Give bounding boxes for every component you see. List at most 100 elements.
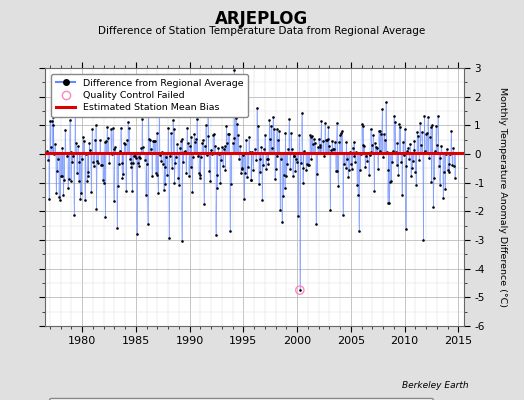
Point xyxy=(351,158,359,165)
Point xyxy=(84,169,93,175)
Point xyxy=(360,143,368,150)
Point xyxy=(366,152,374,158)
Point xyxy=(307,156,315,162)
Point xyxy=(170,179,179,186)
Point xyxy=(374,165,382,172)
Point xyxy=(187,164,195,170)
Point xyxy=(91,136,99,143)
Point xyxy=(95,150,103,156)
Point xyxy=(131,153,139,160)
Point xyxy=(159,161,167,167)
Point xyxy=(245,134,253,140)
Point xyxy=(324,124,333,130)
Point xyxy=(211,232,220,238)
Point xyxy=(407,173,415,179)
Point xyxy=(370,187,378,194)
Point xyxy=(439,194,447,201)
Point xyxy=(103,124,112,130)
Point xyxy=(237,164,246,171)
Point xyxy=(243,174,251,181)
Point xyxy=(267,122,275,129)
Point xyxy=(435,181,444,188)
Point xyxy=(366,126,375,132)
Point xyxy=(296,287,304,293)
Point xyxy=(121,141,129,147)
Point xyxy=(357,121,366,128)
Point xyxy=(270,126,278,132)
Point xyxy=(352,149,361,156)
Point xyxy=(227,180,235,187)
Point xyxy=(329,146,337,152)
Point xyxy=(129,160,137,166)
Point xyxy=(245,149,254,155)
Point xyxy=(155,100,163,107)
Point xyxy=(81,197,89,204)
Point xyxy=(255,156,264,162)
Point xyxy=(72,139,80,146)
Point xyxy=(166,153,174,160)
Point xyxy=(138,116,146,122)
Point xyxy=(316,142,324,148)
Point xyxy=(424,155,433,161)
Text: Difference of Station Temperature Data from Regional Average: Difference of Station Temperature Data f… xyxy=(99,26,425,36)
Point xyxy=(363,158,371,164)
Point xyxy=(114,183,122,190)
Point xyxy=(264,160,272,167)
Point xyxy=(231,113,239,119)
Point xyxy=(181,148,189,155)
Point xyxy=(379,154,387,160)
Point xyxy=(411,168,420,175)
Point xyxy=(328,138,336,144)
Point xyxy=(196,172,204,178)
Point xyxy=(225,130,233,137)
Point xyxy=(260,146,268,152)
Point xyxy=(233,121,242,128)
Point xyxy=(286,166,294,172)
Point xyxy=(104,135,112,141)
Point xyxy=(168,165,176,172)
Point xyxy=(208,151,216,157)
Point xyxy=(356,151,365,157)
Point xyxy=(61,127,69,133)
Point xyxy=(402,162,411,169)
Point xyxy=(134,154,143,160)
Point xyxy=(44,157,52,164)
Point xyxy=(279,193,287,200)
Point xyxy=(92,206,101,212)
Point xyxy=(277,156,285,162)
Point xyxy=(120,140,128,146)
Point xyxy=(375,128,383,134)
Point xyxy=(63,153,71,159)
Point xyxy=(130,152,138,159)
Point xyxy=(304,162,312,168)
Point xyxy=(346,149,354,155)
Point xyxy=(145,136,154,142)
Point xyxy=(184,140,192,146)
Point xyxy=(123,136,131,143)
Point xyxy=(400,126,409,132)
Point xyxy=(67,149,75,156)
Point xyxy=(396,124,405,130)
Point xyxy=(340,161,348,168)
Point xyxy=(91,122,100,128)
Point xyxy=(385,200,394,206)
Point xyxy=(203,104,212,110)
Point xyxy=(289,152,298,159)
Point xyxy=(294,213,302,219)
Point xyxy=(156,152,165,158)
Point xyxy=(215,151,223,157)
Point xyxy=(421,148,429,154)
Point xyxy=(210,131,218,138)
Point xyxy=(46,118,54,124)
Point xyxy=(178,136,187,143)
Point xyxy=(230,134,238,141)
Point xyxy=(387,178,396,184)
Point xyxy=(207,147,215,154)
Point xyxy=(242,136,250,143)
Point xyxy=(275,128,283,134)
Point xyxy=(394,172,402,178)
Point xyxy=(254,122,262,129)
Point xyxy=(436,155,445,162)
Point xyxy=(364,150,372,156)
Point xyxy=(269,114,277,120)
